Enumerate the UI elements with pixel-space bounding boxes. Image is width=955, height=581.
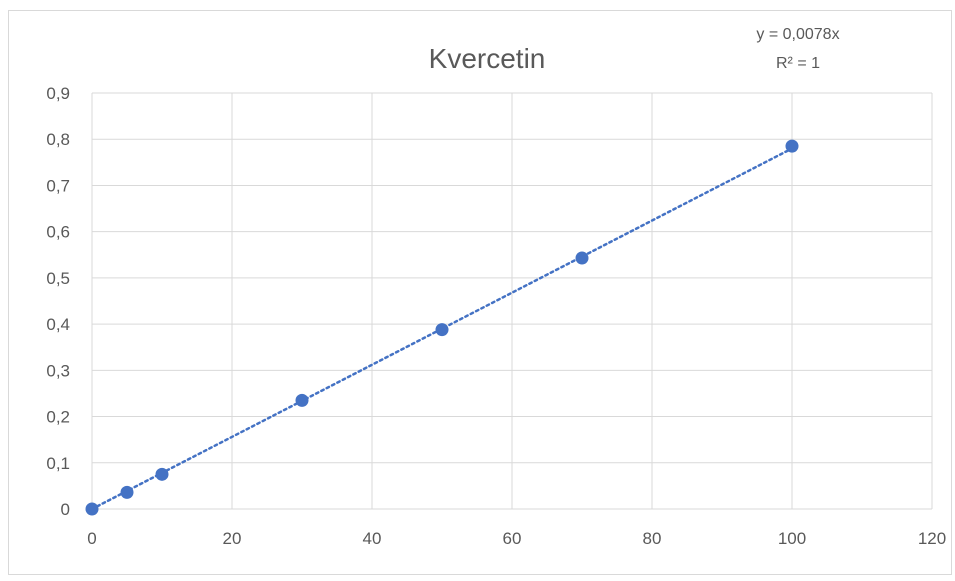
y-tick-label: 0,1 xyxy=(46,454,70,473)
x-tick-label: 60 xyxy=(503,529,522,548)
x-tick-label: 40 xyxy=(363,529,382,548)
y-tick-label: 0,8 xyxy=(46,130,70,149)
x-tick-label: 120 xyxy=(918,529,946,548)
x-tick-label: 20 xyxy=(223,529,242,548)
data-point xyxy=(575,251,589,265)
data-point xyxy=(785,139,799,153)
y-tick-label: 0,7 xyxy=(46,176,70,195)
y-tick-label: 0,4 xyxy=(46,315,70,334)
trendline-r-squared: R² = 1 xyxy=(776,55,820,72)
y-tick-label: 0 xyxy=(61,500,70,519)
x-tick-label: 0 xyxy=(87,529,96,548)
data-points xyxy=(85,139,799,516)
y-tick-label: 0,5 xyxy=(46,269,70,288)
data-point xyxy=(85,502,99,516)
y-tick-label: 0,9 xyxy=(46,84,70,103)
data-point xyxy=(120,485,134,499)
x-axis-tick-labels: 0 20 40 60 80 100 120 xyxy=(87,529,946,548)
chart-frame xyxy=(8,10,952,575)
x-tick-label: 100 xyxy=(778,529,806,548)
data-point xyxy=(435,323,449,337)
y-tick-label: 0,6 xyxy=(46,223,70,242)
data-point xyxy=(155,467,169,481)
x-tick-label: 80 xyxy=(643,529,662,548)
chart-title: Kvercetin xyxy=(429,43,546,74)
gridlines xyxy=(91,92,933,510)
data-point xyxy=(295,393,309,407)
y-axis-tick-labels: 0 0,1 0,2 0,3 0,4 0,5 0,6 0,7 0,8 0,9 xyxy=(46,84,70,519)
trendline-equation: y = 0,0078x xyxy=(756,26,839,43)
y-tick-label: 0,2 xyxy=(46,408,70,427)
y-tick-label: 0,3 xyxy=(46,361,70,380)
